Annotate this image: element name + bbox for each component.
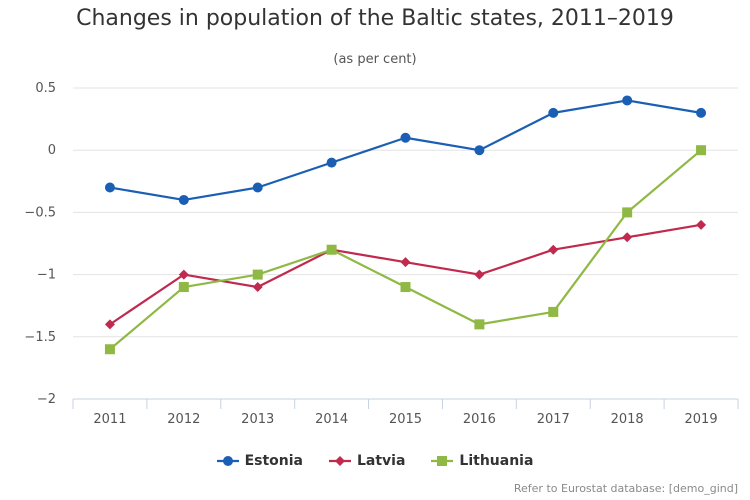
y-tick-label: −1: [37, 268, 56, 283]
x-tick-label: 2019: [685, 412, 718, 427]
grid-layer: [73, 87, 738, 338]
data-point-latvia: [622, 232, 633, 243]
data-point-estonia: [400, 132, 411, 143]
x-tick-label: 2016: [463, 412, 496, 427]
data-point-latvia: [548, 244, 559, 255]
legend-marker: [222, 456, 233, 466]
x-tick-label: 2015: [389, 412, 422, 427]
legend-symbol-estonia: [216, 456, 239, 466]
chart-subtitle: (as per cent): [333, 52, 417, 67]
data-point-estonia: [178, 194, 189, 205]
axis-layer: 0.5 0 −0.5 −1 −1.5 −2 2011 2012 2013 2014 2015 2016…: [24, 81, 739, 427]
legend-symbol-lithuania: [431, 456, 454, 466]
legend-item-lithuania[interactable]: Lithuania: [431, 453, 533, 469]
data-point-estonia: [548, 107, 559, 118]
data-point-latvia: [696, 219, 707, 230]
data-point-estonia: [622, 95, 633, 106]
chart-title: Changes in population of the Baltic stat…: [76, 6, 674, 31]
data-point-latvia: [474, 269, 485, 280]
legend-label: Lithuania: [459, 453, 534, 469]
legend-label: Latvia: [356, 453, 406, 469]
series-latvia: [104, 219, 707, 330]
legend-item-estonia[interactable]: Estonia: [216, 453, 303, 469]
x-tick-label: 2013: [241, 412, 274, 427]
y-tick-label: −0.5: [24, 205, 56, 220]
y-tick-label: −1.5: [24, 330, 56, 345]
x-tick-label: 2017: [537, 412, 570, 427]
y-tick-label: 0: [48, 143, 56, 158]
data-point-estonia: [252, 182, 263, 193]
data-point-latvia: [104, 319, 115, 330]
data-point-latvia: [400, 257, 411, 268]
data-point-lithuania: [622, 207, 633, 218]
x-tick-label: 2018: [611, 412, 644, 427]
data-point-lithuania: [178, 282, 189, 293]
data-point-latvia: [252, 282, 263, 293]
data-point-estonia: [326, 157, 337, 168]
legend-marker: [437, 456, 448, 466]
legend: Estonia Latvia Lithuania: [0, 453, 750, 469]
legend-symbol-latvia: [328, 456, 351, 466]
legend-label: Estonia: [244, 453, 303, 469]
data-point-latvia: [178, 269, 189, 280]
data-point-lithuania: [252, 269, 263, 280]
legend-item-latvia[interactable]: Latvia: [328, 453, 406, 469]
source-note[interactable]: Refer to Eurostat database: [demo_gind]: [513, 482, 738, 495]
legend-marker: [334, 456, 345, 466]
series-lithuania: [104, 145, 707, 355]
data-point-lithuania: [696, 145, 707, 156]
data-point-lithuania: [104, 344, 115, 355]
data-point-lithuania: [474, 319, 485, 330]
data-point-estonia: [104, 182, 115, 193]
y-tick-label: −2: [37, 392, 56, 407]
x-tick-label: 2012: [167, 412, 200, 427]
y-tick-label: 0.5: [35, 81, 56, 96]
series-line-lithuania: [109, 149, 702, 351]
data-point-lithuania: [548, 306, 559, 317]
x-tick-label: 2014: [315, 412, 348, 427]
data-point-lithuania: [326, 244, 337, 255]
series-estonia: [104, 95, 707, 205]
x-tick-label: 2011: [93, 412, 126, 427]
data-point-estonia: [696, 107, 707, 118]
data-point-estonia: [474, 145, 485, 156]
series-layer: [104, 95, 707, 355]
data-point-lithuania: [400, 282, 411, 293]
